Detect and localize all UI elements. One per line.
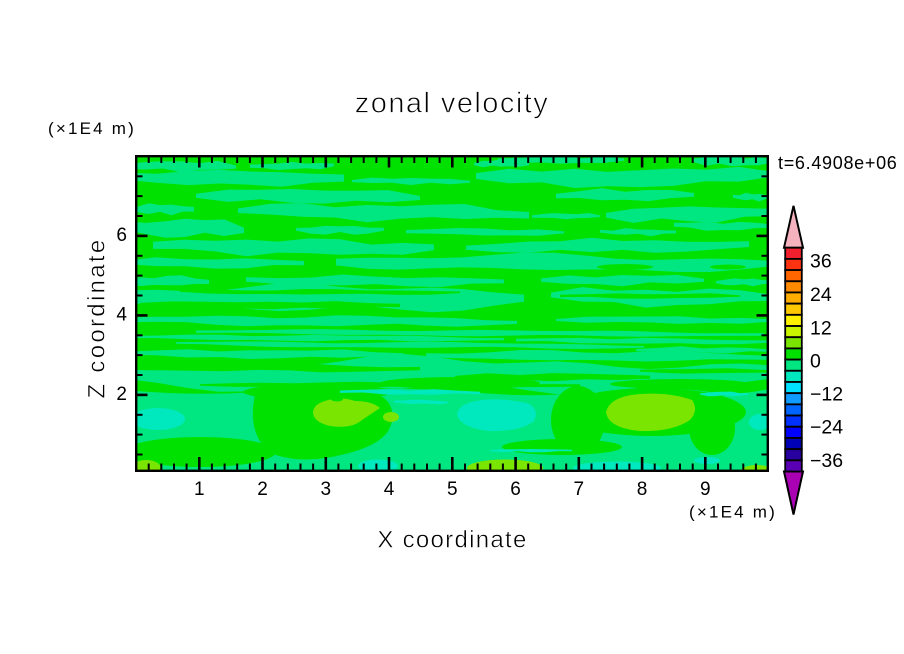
svg-text:1: 1 xyxy=(194,479,205,500)
svg-text:24: 24 xyxy=(810,284,832,306)
svg-text:4: 4 xyxy=(116,305,127,326)
svg-text:7: 7 xyxy=(574,479,585,500)
svg-text:9: 9 xyxy=(700,479,711,500)
svg-text:6: 6 xyxy=(116,225,127,246)
svg-text:5: 5 xyxy=(447,479,458,500)
svg-text:t=6.4908e+06: t=6.4908e+06 xyxy=(778,153,898,173)
svg-text:36: 36 xyxy=(810,251,832,273)
svg-text:−36: −36 xyxy=(810,450,843,472)
svg-text:zonal velocity: zonal velocity xyxy=(355,88,549,120)
svg-text:4: 4 xyxy=(384,479,395,500)
svg-text:(×1E4 m): (×1E4 m) xyxy=(48,119,136,138)
svg-text:0: 0 xyxy=(810,351,821,373)
svg-text:3: 3 xyxy=(321,479,332,500)
svg-text:6: 6 xyxy=(510,479,521,500)
svg-text:2: 2 xyxy=(116,384,127,405)
svg-text:2: 2 xyxy=(257,479,268,500)
svg-text:X coordinate: X coordinate xyxy=(377,526,527,553)
svg-text:−24: −24 xyxy=(810,417,843,439)
svg-text:(×1E4 m): (×1E4 m) xyxy=(689,503,777,522)
svg-text:Z coordinate: Z coordinate xyxy=(84,237,111,398)
svg-text:−12: −12 xyxy=(810,383,843,405)
svg-text:8: 8 xyxy=(637,479,648,500)
svg-text:12: 12 xyxy=(810,317,832,339)
